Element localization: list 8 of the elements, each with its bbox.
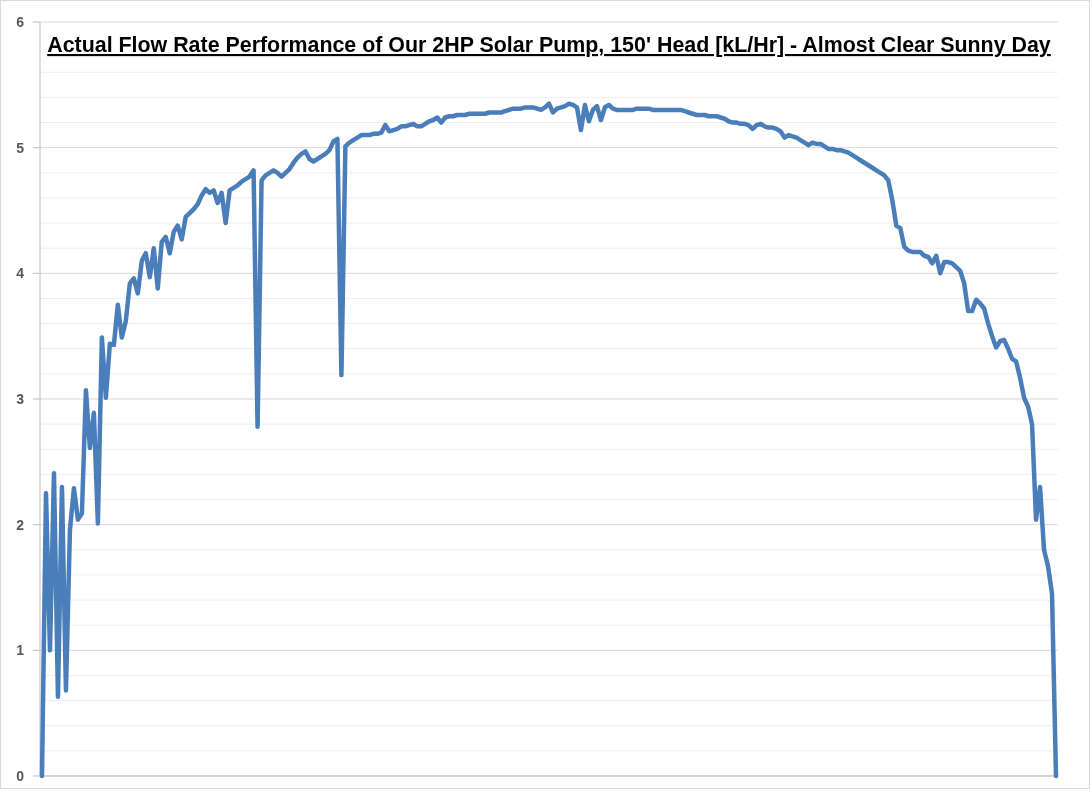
y-tick-label: 3: [16, 391, 25, 407]
y-tick-label: 6: [16, 14, 25, 30]
y-tick-label: 0: [16, 768, 25, 784]
y-tick-label: 4: [16, 265, 25, 282]
text: Actual Flow Rate Performance of Our 2HP Solar Pump, 150' Head [kL/Hr] - Almost Clear Sunny Day: [47, 33, 1051, 57]
y-tick-label: 5: [16, 139, 25, 156]
y-tick-label: 1: [16, 642, 25, 659]
y-tick-label: 2: [16, 516, 25, 533]
